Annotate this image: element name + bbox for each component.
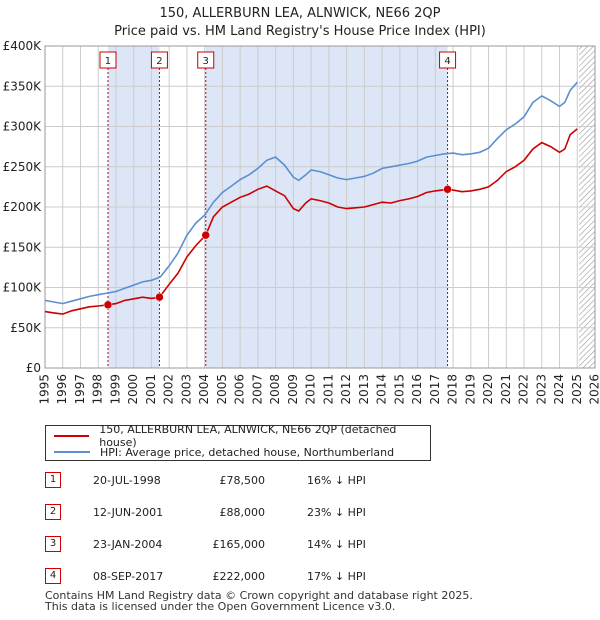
x-tick-label: 2001 bbox=[144, 374, 158, 405]
sale-label-box bbox=[439, 51, 457, 69]
x-tick-label: 2016 bbox=[410, 374, 424, 405]
sale-date: 12-JUN-2001 bbox=[93, 506, 164, 519]
grid-lines bbox=[44, 45, 596, 369]
chart-subtitle: Price paid vs. HM Land Registry's House … bbox=[114, 24, 486, 39]
y-tick-label: £200K bbox=[3, 200, 43, 214]
x-tick-label: 2003 bbox=[179, 374, 193, 405]
sale-price: £165,000 bbox=[212, 538, 266, 551]
x-tick-label: 1999 bbox=[108, 374, 122, 405]
plot-frame bbox=[44, 45, 596, 369]
sale-markers: 1 2 3 4 bbox=[99, 51, 457, 310]
sale-badge: 4 bbox=[45, 568, 61, 584]
x-tick-label: 2013 bbox=[357, 374, 371, 405]
y-tick-label: £100K bbox=[3, 281, 43, 295]
sale-date: 08-SEP-2017 bbox=[93, 570, 164, 583]
x-tick-label: 2019 bbox=[463, 374, 477, 405]
legend-item-blue: HPI: Average price, detached house, Nort… bbox=[46, 444, 394, 460]
legend-red-label: 150, ALLERBURN LEA, ALNWICK, NE66 2QP (d… bbox=[99, 423, 397, 449]
sale-label-box bbox=[99, 51, 117, 69]
x-tick-label: 2020 bbox=[481, 374, 495, 405]
legend-item-red: 150, ALLERBURN LEA, ALNWICK, NE66 2QP (d… bbox=[46, 423, 430, 449]
series-line-hpi bbox=[44, 81, 578, 305]
x-tick-label: 2005 bbox=[215, 374, 229, 405]
sale-price: £88,000 bbox=[219, 506, 266, 519]
sale-row: 1 20-JUL-1998 £78,500 16% ↓ HPI bbox=[45, 472, 465, 488]
footer-line-2: This data is licensed under the Open Gov… bbox=[45, 600, 396, 613]
y-tick-label: £300K bbox=[3, 120, 43, 134]
x-tick-label: 2004 bbox=[197, 374, 211, 405]
y-tick-label: £50K bbox=[10, 321, 42, 335]
x-tick-label: 1996 bbox=[55, 374, 69, 405]
sale-date: 23-JAN-2004 bbox=[93, 538, 163, 551]
legend-blue-line bbox=[54, 451, 90, 453]
sale-row: 2 12-JUN-2001 £88,000 23% ↓ HPI bbox=[45, 504, 465, 520]
sale-label: 1 bbox=[105, 56, 111, 67]
legend: 150, ALLERBURN LEA, ALNWICK, NE66 2QP (d… bbox=[45, 423, 431, 461]
x-tick-label: 2012 bbox=[339, 374, 353, 405]
legend-blue-label: HPI: Average price, detached house, Nort… bbox=[100, 445, 395, 459]
footer-attribution: Contains HM Land Registry data © Crown c… bbox=[45, 590, 473, 612]
x-tick-label: 2026 bbox=[588, 374, 600, 405]
x-axis-ticks: 1995 1996 1997 1998 1999 2000 2001 2002 2003 2004… bbox=[38, 374, 600, 405]
x-tick-label: 2000 bbox=[126, 374, 140, 405]
sale-label: 3 bbox=[203, 56, 209, 67]
footer-line-1: Contains HM Land Registry data © Crown c… bbox=[45, 589, 473, 602]
sale-hpi-diff: 14% ↓ HPI bbox=[307, 538, 366, 551]
sale-point bbox=[201, 230, 210, 240]
sale-label: 4 bbox=[444, 56, 450, 67]
series-lines bbox=[44, 81, 578, 315]
x-tick-label: 1995 bbox=[38, 374, 52, 405]
x-tick-label: 2015 bbox=[392, 374, 406, 405]
x-tick-label: 2009 bbox=[286, 374, 300, 405]
sale-price: £222,000 bbox=[212, 570, 266, 583]
x-tick-label: 2024 bbox=[552, 374, 566, 405]
y-tick-label: £350K bbox=[3, 79, 43, 93]
sale-badge: 3 bbox=[45, 536, 61, 552]
sale-label: 2 bbox=[156, 56, 162, 67]
x-tick-label: 1997 bbox=[73, 374, 87, 405]
legend-red-line bbox=[54, 435, 90, 437]
price-chart: 150, ALLERBURN LEA, ALNWICK, NE66 2QP Pr… bbox=[3, 6, 600, 405]
x-tick-label: 2022 bbox=[517, 374, 531, 405]
y-tick-label: £400K bbox=[3, 39, 43, 53]
x-tick-label: 2021 bbox=[499, 374, 513, 405]
sale-point bbox=[155, 292, 164, 302]
x-tick-label: 1998 bbox=[91, 374, 105, 405]
x-tick-label: 2006 bbox=[233, 374, 247, 405]
sale-hpi-diff: 16% ↓ HPI bbox=[307, 474, 366, 487]
x-tick-label: 2010 bbox=[304, 374, 318, 405]
sale-row: 4 08-SEP-2017 £222,000 17% ↓ HPI bbox=[45, 568, 465, 584]
x-tick-label: 2023 bbox=[534, 374, 548, 405]
sale-hpi-diff: 23% ↓ HPI bbox=[307, 506, 366, 519]
x-tick-label: 2025 bbox=[570, 374, 584, 405]
x-tick-label: 2011 bbox=[321, 374, 335, 405]
sale-date: 20-JUL-1998 bbox=[93, 474, 161, 487]
chart-title: 150, ALLERBURN LEA, ALNWICK, NE66 2QP bbox=[159, 6, 440, 21]
sale-label-box bbox=[197, 51, 215, 69]
x-tick-label: 2008 bbox=[268, 374, 282, 405]
sale-badge: 1 bbox=[45, 472, 61, 488]
x-tick-label: 2007 bbox=[250, 374, 264, 405]
x-tick-label: 2018 bbox=[446, 374, 460, 405]
y-tick-label: £0 bbox=[26, 361, 41, 375]
sale-point bbox=[443, 185, 452, 194]
y-tick-label: £150K bbox=[3, 240, 43, 254]
sale-label-box bbox=[150, 51, 168, 69]
sale-price: £78,500 bbox=[219, 474, 266, 487]
x-tick-label: 2014 bbox=[375, 374, 389, 405]
y-tick-label: £250K bbox=[3, 160, 43, 174]
x-tick-label: 2002 bbox=[162, 374, 176, 405]
sale-badge: 2 bbox=[45, 504, 61, 520]
sale-point bbox=[103, 300, 113, 310]
sale-hpi-diff: 17% ↓ HPI bbox=[307, 570, 366, 583]
sale-row: 3 23-JAN-2004 £165,000 14% ↓ HPI bbox=[45, 536, 465, 552]
series-line-price-paid bbox=[44, 128, 578, 315]
x-tick-label: 2017 bbox=[428, 374, 442, 405]
y-axis-ticks: £0 £50K £100K £150K £200K £250K £300K £350K £400… bbox=[3, 39, 43, 375]
